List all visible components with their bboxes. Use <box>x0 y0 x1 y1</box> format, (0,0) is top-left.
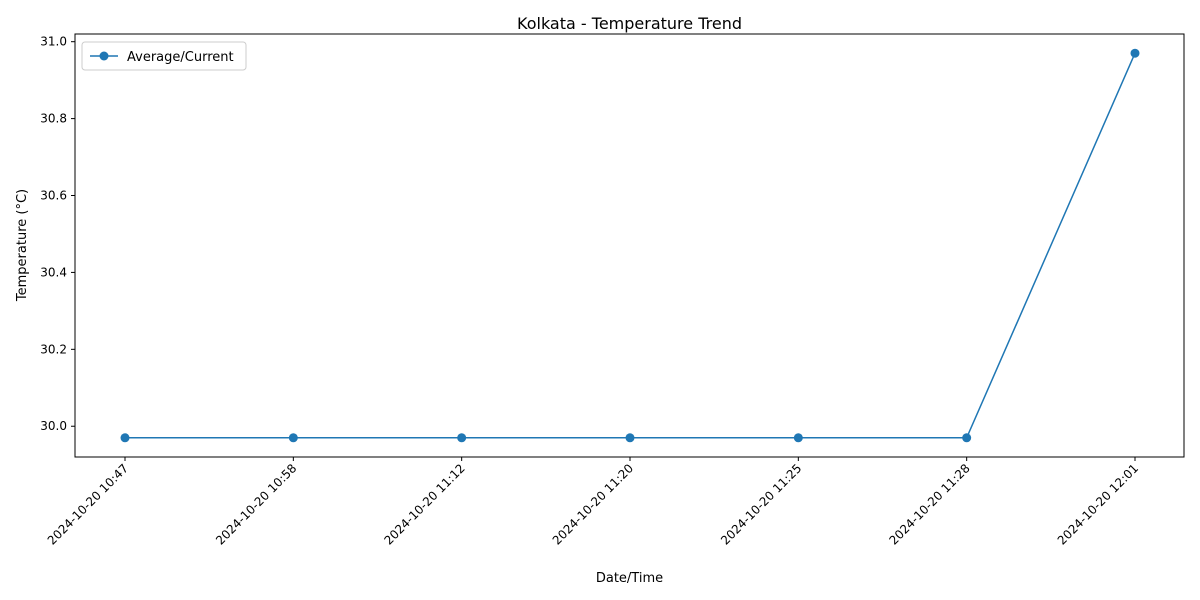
x-tick-label: 2024-10-20 12:01 <box>1055 461 1141 547</box>
series-line-group <box>125 52 1136 439</box>
series-points-group <box>120 48 1140 443</box>
x-tick-label: 2024-10-20 11:20 <box>550 461 636 547</box>
data-point <box>1130 48 1140 58</box>
series-line <box>125 52 1136 439</box>
y-tick-label: 30.4 <box>40 265 67 279</box>
x-tick-label: 2024-10-20 11:12 <box>381 461 467 547</box>
data-point <box>962 433 972 443</box>
x-tick-label: 2024-10-20 10:58 <box>213 461 299 547</box>
legend-marker-sample <box>99 51 109 61</box>
data-point <box>120 433 130 443</box>
x-tick-label: 2024-10-20 11:28 <box>886 461 972 547</box>
y-tick-label: 30.8 <box>40 112 67 126</box>
data-point <box>625 433 635 443</box>
legend: Average/Current <box>81 41 247 71</box>
data-point <box>457 433 467 443</box>
x-axis: 2024-10-20 10:47 2024-10-20 10:58 2024-10-… <box>45 457 1141 548</box>
legend-box <box>81 41 247 71</box>
y-tick-label: 31.0 <box>40 35 67 49</box>
plot-area-frame <box>74 33 1185 458</box>
y-tick-label: 30.2 <box>40 342 67 356</box>
data-point <box>288 433 298 443</box>
y-tick-label: 30.0 <box>40 419 67 433</box>
x-tick-label: 2024-10-20 11:25 <box>718 461 804 547</box>
y-axis: 30.0 30.2 30.4 30.6 30.8 31.0 <box>40 35 75 433</box>
chart-title: Kolkata - Temperature Trend <box>517 14 742 33</box>
data-point <box>793 433 803 443</box>
y-tick-label: 30.6 <box>40 189 67 203</box>
x-tick-label: 2024-10-20 10:47 <box>45 461 131 547</box>
legend-series-label: Average/Current <box>127 50 234 65</box>
x-axis-label: Date/Time <box>596 571 663 586</box>
y-axis-label: Temperature (°C) <box>15 189 30 302</box>
